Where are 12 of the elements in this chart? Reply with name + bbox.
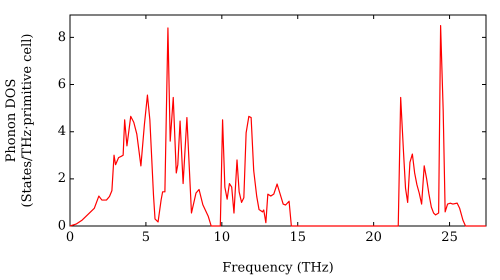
y-axis-title: Phonon DOS (States/THz·primitive cell) [4,33,35,208]
y-tick-label: 8 [58,30,66,45]
y-tick-label: 6 [58,76,66,92]
y-tick-label: 4 [58,124,66,140]
y-tick-label: 0 [58,218,66,234]
x-tick-label: 25 [441,230,458,246]
x-axis-title: Frequency (THz) [222,260,334,276]
x-tick-label: 20 [365,230,382,246]
x-tick-label: 5 [142,230,150,246]
y-tick-label: 2 [58,171,66,186]
x-tick-label: 10 [214,230,230,246]
x-tick-label: 15 [289,230,306,246]
